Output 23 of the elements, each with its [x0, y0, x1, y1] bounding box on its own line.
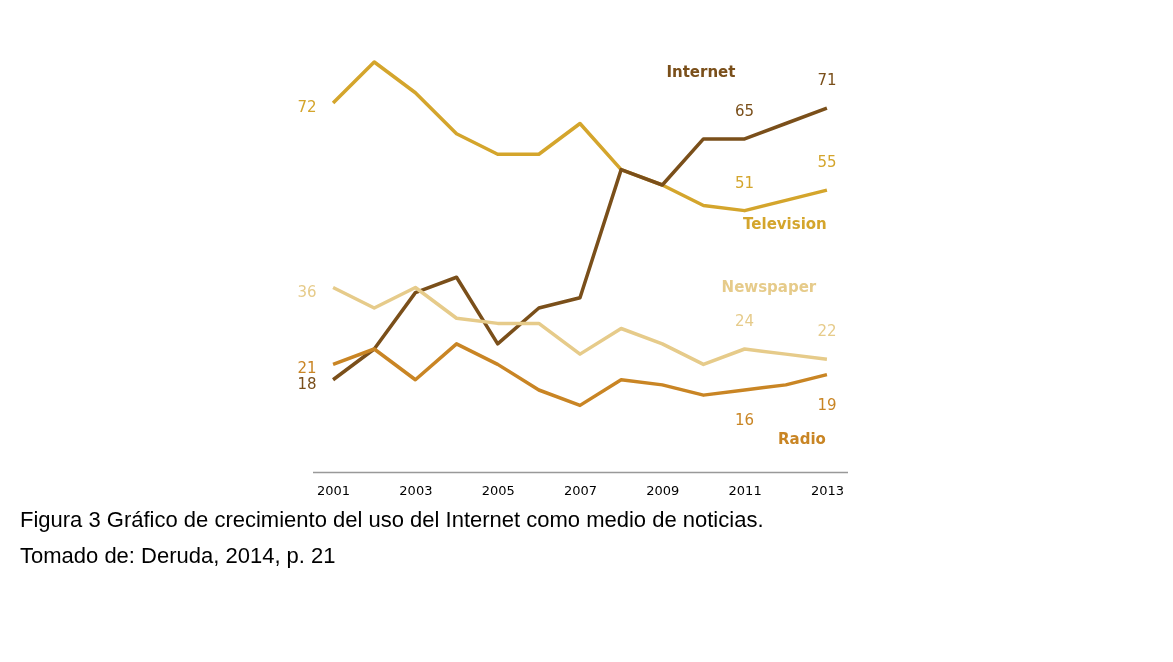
data-label: 72 — [297, 98, 317, 116]
x-tick-label: 2007 — [563, 482, 598, 498]
data-label: 36 — [297, 282, 317, 301]
data-label: 24 — [735, 312, 755, 330]
text: Tomado de: Deruda, 2014, p. 21 — [20, 543, 336, 568]
data-label: 65 — [735, 101, 755, 120]
x-tick-label: 2013 — [810, 482, 844, 498]
text: Internet — [666, 63, 736, 82]
x-tick-label: 2011 — [728, 482, 762, 498]
x-tick-label: 2001 — [317, 482, 351, 498]
x-tick-label: 2003 — [399, 482, 433, 498]
text: Figura 3 Gráfico de crecimiento del uso del Internet como medio de noticias. — [20, 507, 764, 532]
text: Newspaper — [721, 278, 817, 297]
data-label: 55 — [817, 153, 837, 172]
data-label: 16 — [735, 411, 755, 429]
data-label: 22 — [817, 322, 837, 341]
data-label: 51 — [735, 173, 755, 192]
x-tick-label: 2005 — [481, 482, 515, 498]
text: Radio — [777, 429, 826, 448]
series-label: Television — [743, 215, 827, 234]
data-label: 19 — [817, 395, 837, 414]
x-tick-label: 2009 — [646, 482, 680, 498]
data-label: 71 — [817, 71, 837, 90]
